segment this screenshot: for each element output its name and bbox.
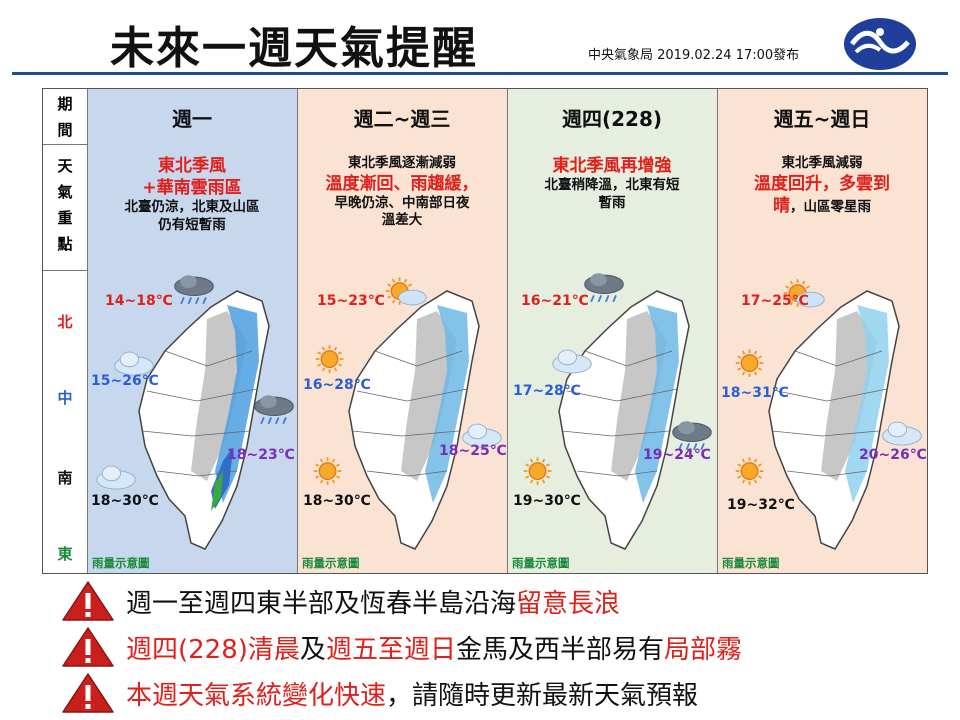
cloud-icon <box>93 461 139 495</box>
note-text: ，請隨時更新最新天氣預報 <box>386 675 698 712</box>
temp-south: 18~30℃ <box>303 493 371 509</box>
key-point-line: 溫度漸回、雨趨緩， <box>297 173 507 195</box>
row-label-period: 期間 <box>43 91 87 143</box>
rain-map-label: 雨量示意圖 <box>302 555 360 571</box>
key-point-note: ，山區零星雨 <box>790 199 871 215</box>
temp-east: 20~26℃ <box>859 447 927 463</box>
note-text: 週四(228)清晨 <box>126 629 300 666</box>
key-point-line: 早晚仍涼、中南部日夜 <box>297 195 507 213</box>
temp-central: 18~31℃ <box>721 385 789 401</box>
temp-central: 15~26℃ <box>91 373 159 389</box>
row-label-central: 中 <box>43 385 87 411</box>
key-point-line: 晴，山區零星雨 <box>717 195 927 217</box>
note-text: 週五至週日 <box>326 629 456 666</box>
period-header: 週五~週日 <box>717 89 927 145</box>
issuer-timestamp: 中央氣象局 2019.02.24 17:00發布 <box>588 44 799 63</box>
cloud-icon <box>549 345 595 379</box>
page-title: 未來一週天氣提醒 <box>110 12 478 76</box>
forecast-table: 期間 天氣 重點 北 中 南 東 週一 東北季風 +華南雲雨區 北臺仍涼，北東及山區仍… <box>42 88 928 574</box>
note-item: 週四(228)清晨及週五至週日 金馬及西半部易有 局部霧 <box>60 624 920 670</box>
key-point-line: 東北季風逐漸減弱 <box>297 155 507 173</box>
temp-east: 19~24℃ <box>643 447 711 463</box>
key-points-cell: 東北季風減弱 溫度回升，多雲到 晴，山區零星雨 <box>717 145 927 271</box>
cloud-icon <box>879 417 925 451</box>
key-point-line: 東北季風 <box>87 155 297 177</box>
temp-east: 18~25℃ <box>439 443 507 459</box>
row-label-key-points: 天氣 重點 <box>43 153 87 257</box>
temp-south: 18~30℃ <box>91 493 159 509</box>
temp-central: 17~28℃ <box>513 383 581 399</box>
key-point-line: 溫差大 <box>297 212 507 230</box>
temp-south: 19~30℃ <box>513 493 581 509</box>
cwb-logo-icon <box>842 16 918 72</box>
sun-icon <box>733 455 779 489</box>
period-header: 週四(228) <box>507 89 717 145</box>
period-header: 週二~週三 <box>297 89 507 145</box>
warning-icon <box>60 579 116 623</box>
key-point-line: +華南雲雨區 <box>87 177 297 199</box>
row-label-north: 北 <box>43 309 87 335</box>
header-rule <box>12 72 948 75</box>
key-points-cell: 東北季風再增強 北臺稍降溫，北東有短 暫雨 <box>507 145 717 271</box>
sun-icon <box>311 455 357 489</box>
key-points-cell: 東北季風逐漸減弱 溫度漸回、雨趨緩， 早晚仍涼、中南部日夜 溫差大 <box>297 145 507 271</box>
key-points-cell: 東北季風 +華南雲雨區 北臺仍涼，北東及山區 仍有短暫雨 <box>87 145 297 271</box>
row-label-south: 南 <box>43 465 87 491</box>
note-text: 週一至週四東半部及恆春半島沿海 <box>126 583 516 620</box>
key-point-highlight: 晴 <box>773 196 790 216</box>
key-point-line: 仍有短暫雨 <box>87 217 297 235</box>
rain-cloud-icon <box>171 273 217 307</box>
note-text: 本週天氣系統變化快速 <box>126 675 386 712</box>
note-item: 週一至週四東半部及恆春半島沿海 留意長浪 <box>60 578 920 624</box>
rain-cloud-icon <box>251 393 297 427</box>
key-point-line: 北臺稍降溫，北東有短 <box>507 177 717 195</box>
note-text: 留意長浪 <box>516 583 620 620</box>
key-point-line: 溫度回升，多雲到 <box>717 173 927 195</box>
key-point-line: 暫雨 <box>507 195 717 213</box>
period-header: 週一 <box>87 89 297 145</box>
note-text: 局部霧 <box>664 629 742 666</box>
sun-icon <box>733 347 779 381</box>
note-text: 及 <box>300 629 326 666</box>
rainfall-map-cell: 17~25℃ 18~31℃ 20~26℃ 19~32℃ 雨量示意圖 <box>717 271 927 575</box>
sun-icon <box>521 455 567 489</box>
rain-map-label: 雨量示意圖 <box>722 555 780 571</box>
temp-north: 15~23℃ <box>317 293 385 309</box>
temp-east: 18~23℃ <box>227 447 295 463</box>
sun-icon <box>313 343 359 377</box>
warning-icon <box>60 625 116 669</box>
note-item: 本週天氣系統變化快速 ，請隨時更新最新天氣預報 <box>60 670 920 716</box>
rain-map-label: 雨量示意圖 <box>512 555 570 571</box>
key-point-line: 東北季風再增強 <box>507 155 717 177</box>
row-label-east: 東 <box>43 541 87 567</box>
key-point-line: 東北季風減弱 <box>717 155 927 173</box>
sun-cloud-icon <box>383 275 429 309</box>
temp-central: 16~28℃ <box>303 377 371 393</box>
note-text: 金馬及西半部易有 <box>456 629 664 666</box>
temp-north: 14~18℃ <box>105 293 173 309</box>
rain-map-label: 雨量示意圖 <box>92 555 150 571</box>
rainfall-map-cell: 15~23℃ 16~28℃ 18~25℃ 18~30℃ 雨量示意圖 <box>297 271 507 575</box>
key-point-line: 北臺仍涼，北東及山區 <box>87 199 297 217</box>
rainfall-map-cell: 14~18℃ 15~26℃ 18~23℃ 18~30℃ 雨量示意圖 <box>87 271 297 575</box>
temp-south: 19~32℃ <box>727 497 795 513</box>
temp-north: 17~25℃ <box>741 293 809 309</box>
temp-north: 16~21℃ <box>521 293 589 309</box>
rainfall-map-cell: 16~21℃ 17~28℃ 19~24℃ 19~30℃ 雨量示意圖 <box>507 271 717 575</box>
warning-icon <box>60 671 116 715</box>
